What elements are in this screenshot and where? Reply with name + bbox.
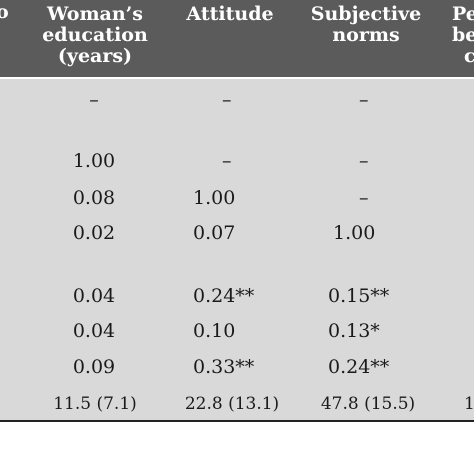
table-body xyxy=(0,79,474,420)
table-cell: 0.02 xyxy=(72,222,116,244)
table-cell: 47.8 (15.5) xyxy=(320,394,416,414)
table-cell: 0.09 xyxy=(72,356,116,378)
table-cell: 0.24** xyxy=(193,285,255,307)
header-line: education xyxy=(42,24,148,46)
table-cell: 1.00 xyxy=(193,187,236,209)
header-womans-education: Woman’s education (years) xyxy=(40,4,150,67)
table-cell: 0.24** xyxy=(328,356,390,378)
header-subjective-norms: Subjective norms xyxy=(306,4,426,46)
header-line: c xyxy=(464,45,474,67)
header-col4-fragment: Pe be c xyxy=(452,4,474,67)
table-cell: – xyxy=(359,89,369,111)
header-line: be xyxy=(452,24,474,46)
table-cell: 0.08 xyxy=(72,187,116,209)
table-cell: 0.04 xyxy=(72,320,116,342)
header-line: Woman’s xyxy=(46,3,143,25)
table-cell: – xyxy=(222,150,232,172)
table-cell: 0.15** xyxy=(328,285,390,307)
table-cell: 1.00 xyxy=(333,222,376,244)
table-bottom-rule xyxy=(0,420,474,422)
table-cell: 11.5 (7.1) xyxy=(53,394,137,414)
header-attitude: Attitude xyxy=(180,4,280,25)
table-header: o Woman’s education (years) Attitude Sub… xyxy=(0,0,474,77)
header-line: Subjective xyxy=(310,3,422,25)
table-cell: 0.10 xyxy=(193,320,236,342)
table-cell: – xyxy=(359,187,369,209)
table-cell: 0.13* xyxy=(328,320,380,342)
header-col0-fragment: o xyxy=(0,1,9,23)
table-cell: 0.33** xyxy=(193,356,255,378)
header-line: norms xyxy=(332,24,400,46)
table-cell: – xyxy=(89,89,99,111)
table-cell: – xyxy=(359,150,369,172)
header-line: Pe xyxy=(452,3,474,25)
header-line: (years) xyxy=(57,45,133,67)
table-cell: 0.07 xyxy=(193,222,236,244)
table-cell: – xyxy=(222,89,232,111)
table-cell: 1 xyxy=(464,394,474,414)
table-cell: 0.04 xyxy=(72,285,116,307)
table-cell: 1.00 xyxy=(72,150,116,172)
table-cell: 22.8 (13.1) xyxy=(184,394,280,414)
header-line: Attitude xyxy=(186,3,274,25)
